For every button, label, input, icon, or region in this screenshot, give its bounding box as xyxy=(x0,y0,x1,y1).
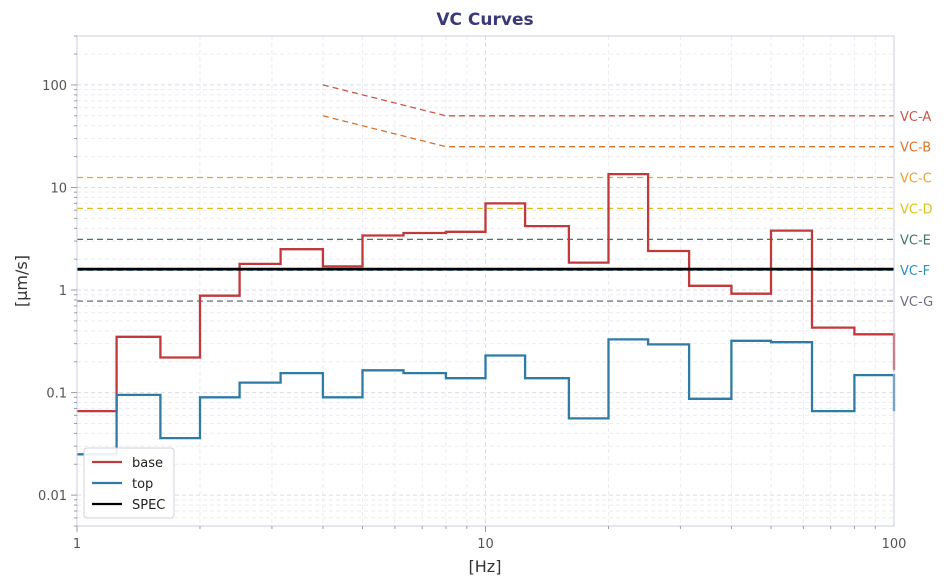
legend: base top SPEC xyxy=(83,447,175,519)
vc-curve-vc-a xyxy=(322,84,894,117)
x-tick-label: 100 xyxy=(882,537,907,552)
y-tick-label: 0.01 xyxy=(38,489,67,504)
series-line-top xyxy=(77,338,896,456)
y-tick-label: 100 xyxy=(42,79,67,94)
vc-label-vc-a: VC-A xyxy=(900,110,931,125)
y-axis-title: [µm/s] xyxy=(12,255,31,307)
legend-box xyxy=(83,447,175,519)
x-axis-title: [Hz] xyxy=(469,557,502,576)
x-tick-label: 1 xyxy=(73,537,81,552)
x-tick-label: 10 xyxy=(477,537,494,552)
chart-title: VC Curves xyxy=(436,10,533,30)
axes: 1 10 100 0.01 0.1 1 10 100 xyxy=(38,35,907,552)
vc-label-vc-e: VC-E xyxy=(900,233,931,248)
legend-label-top: top xyxy=(132,477,153,492)
vc-label-vc-c: VC-C xyxy=(900,172,932,187)
vc-label-vc-f: VC-F xyxy=(900,264,930,279)
series xyxy=(77,172,896,456)
legend-label-base: base xyxy=(132,456,163,471)
vc-label-vc-g: VC-G xyxy=(900,295,933,310)
legend-label-spec: SPEC xyxy=(132,498,165,513)
vc-label-vc-b: VC-B xyxy=(900,141,931,156)
y-tick-label: 1 xyxy=(59,284,67,299)
y-tick-label: 10 xyxy=(50,181,67,196)
series-line-base xyxy=(77,172,896,413)
vc-label-vc-d: VC-D xyxy=(900,202,933,217)
vc-curve-vc-b xyxy=(322,115,894,148)
y-tick-label: 0.1 xyxy=(46,387,67,402)
vc-labels: VC-A VC-B VC-C VC-D VC-E VC-F VC-G xyxy=(900,110,933,310)
